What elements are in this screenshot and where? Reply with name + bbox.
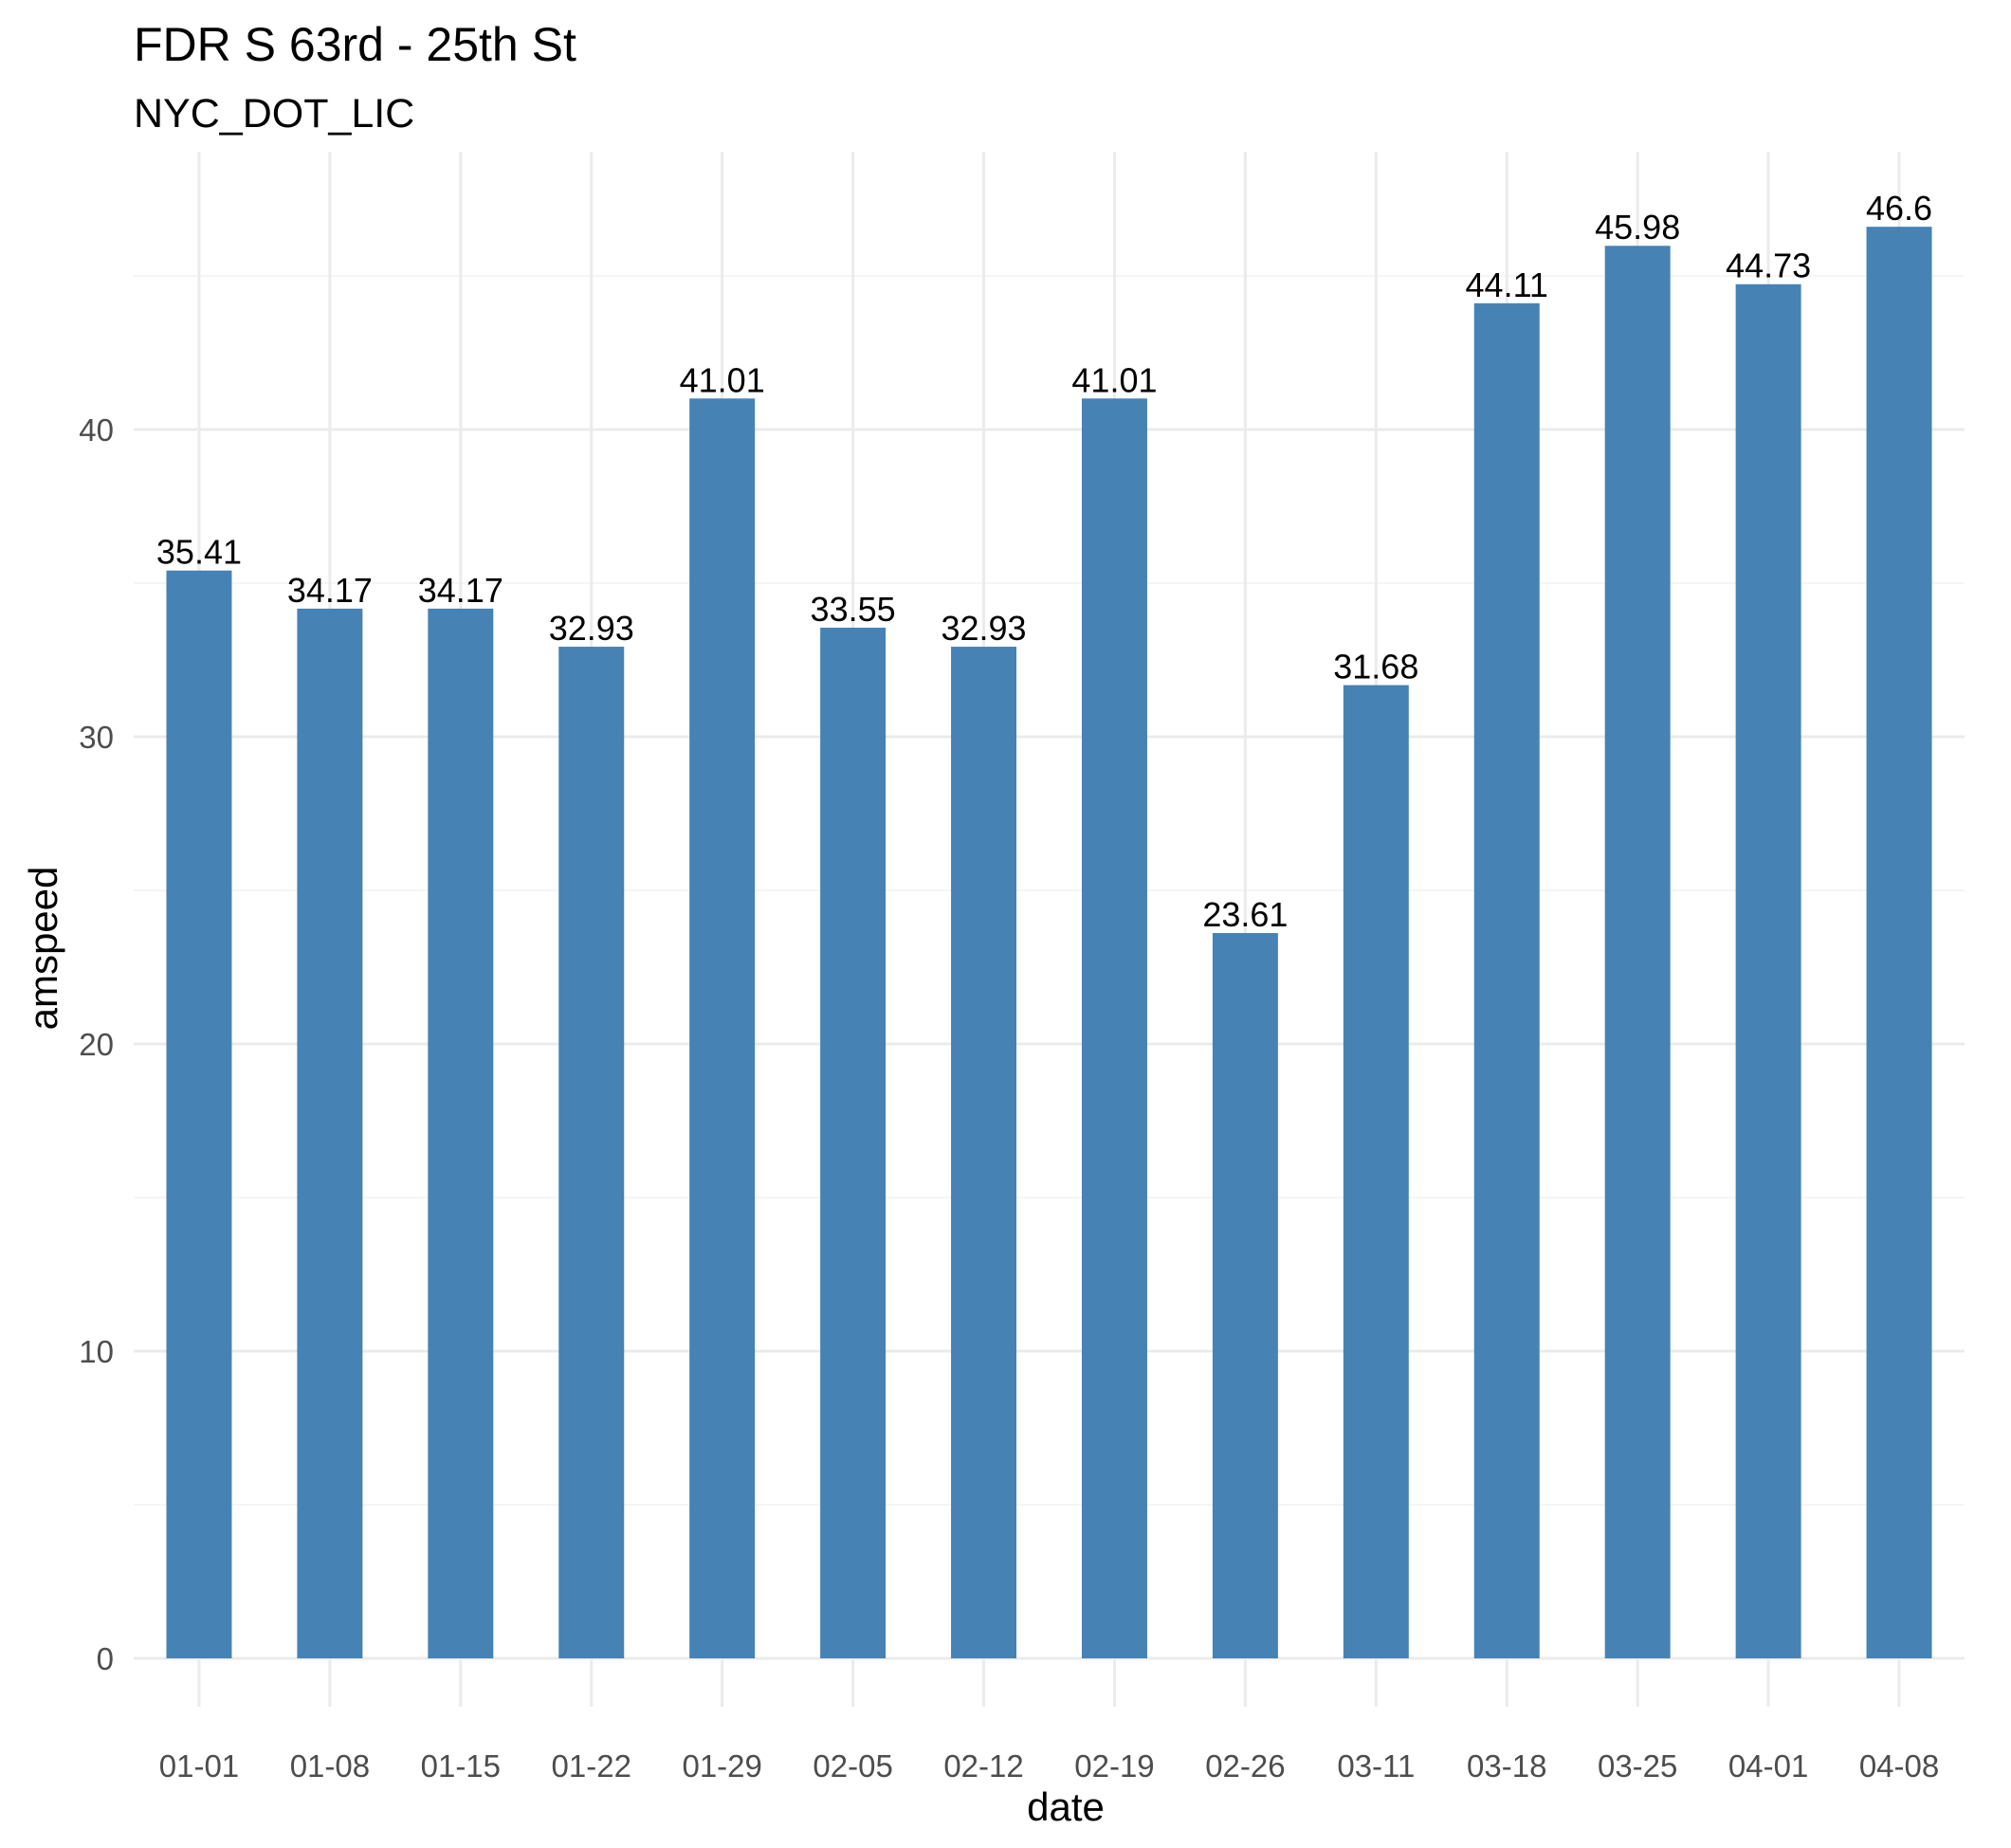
- data-label: 31.68: [1333, 648, 1418, 686]
- bar: [689, 398, 756, 1658]
- bar: [1343, 685, 1409, 1658]
- y-axis-label: amspeed: [21, 867, 65, 1031]
- x-tick-label: 02-26: [1205, 1748, 1285, 1784]
- data-label: 41.01: [680, 360, 765, 399]
- bar: [1081, 398, 1147, 1658]
- bar: [1212, 933, 1278, 1658]
- x-tick-label: 03-11: [1337, 1748, 1415, 1784]
- bar: [1735, 284, 1801, 1658]
- x-tick-label: 02-05: [813, 1748, 892, 1784]
- x-tick-label: 03-25: [1598, 1748, 1677, 1784]
- data-label: 44.11: [1466, 265, 1548, 304]
- chart-subtitle: NYC_DOT_LIC: [134, 91, 414, 137]
- bar: [1604, 246, 1671, 1658]
- data-label: 32.93: [941, 609, 1026, 648]
- tick-label-layer: 0 10 20 30 40 01-01 01-08 01-15 01-22 01-29 02-05 0…: [79, 412, 1939, 1784]
- bar: [1866, 227, 1932, 1658]
- data-label-layer: 35.41 34.17 34.17 32.93 41.01 33.55 32.93 41.01…: [156, 189, 1932, 934]
- bar: [951, 647, 1017, 1658]
- x-tick-label: 02-12: [943, 1748, 1023, 1784]
- chart-title: FDR S 63rd - 25th St: [134, 18, 576, 71]
- data-label: 41.01: [1071, 360, 1157, 399]
- bar: [428, 608, 494, 1658]
- bar: [820, 627, 887, 1658]
- x-tick-label: 01-29: [682, 1748, 761, 1784]
- x-tick-label: 04-08: [1859, 1748, 1939, 1784]
- bar: [558, 647, 625, 1658]
- x-tick-label: 01-01: [159, 1748, 239, 1784]
- x-axis-label: date: [1027, 1784, 1105, 1829]
- data-label: 34.17: [418, 571, 503, 610]
- grid-layer: [134, 152, 1965, 1707]
- bar: [1473, 302, 1540, 1659]
- bar: [297, 608, 363, 1658]
- data-label: 46.6: [1866, 189, 1932, 228]
- y-tick-label: 40: [79, 412, 114, 448]
- y-tick-label: 0: [97, 1641, 114, 1676]
- x-tick-label: 03-18: [1467, 1748, 1546, 1784]
- data-label: 35.41: [156, 533, 242, 572]
- data-label: 45.98: [1595, 208, 1680, 247]
- x-tick-label: 02-19: [1074, 1748, 1154, 1784]
- data-label: 23.61: [1202, 895, 1288, 934]
- x-tick-label: 01-08: [290, 1748, 370, 1784]
- y-tick-label: 20: [79, 1027, 114, 1062]
- data-label: 32.93: [549, 609, 634, 648]
- x-tick-label: 04-01: [1728, 1748, 1808, 1784]
- bar-layer: [166, 227, 1932, 1659]
- x-tick-label: 01-22: [552, 1748, 631, 1784]
- x-tick-label: 01-15: [421, 1748, 501, 1784]
- data-label: 33.55: [811, 590, 896, 629]
- data-label: 44.73: [1726, 247, 1811, 285]
- y-tick-label: 10: [79, 1334, 114, 1369]
- y-tick-label: 30: [79, 720, 114, 755]
- data-label: 34.17: [287, 571, 373, 610]
- bar: [166, 570, 232, 1658]
